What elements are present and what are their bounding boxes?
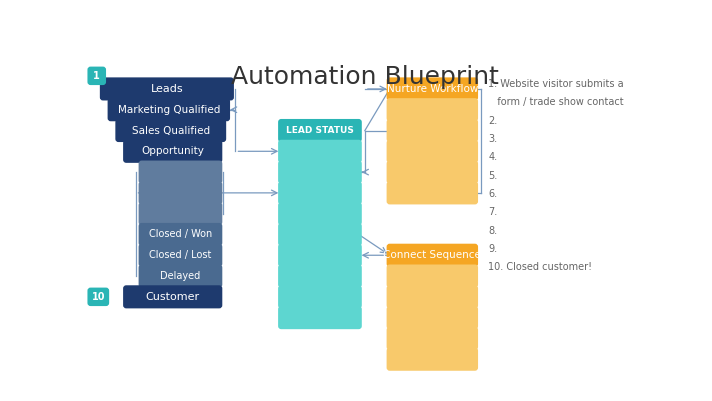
FancyBboxPatch shape xyxy=(278,306,362,329)
Text: 7.: 7. xyxy=(488,207,498,217)
FancyBboxPatch shape xyxy=(278,223,362,246)
Text: 10. Closed customer!: 10. Closed customer! xyxy=(488,262,592,272)
FancyBboxPatch shape xyxy=(387,265,478,288)
FancyBboxPatch shape xyxy=(278,119,362,142)
FancyBboxPatch shape xyxy=(88,67,106,85)
FancyBboxPatch shape xyxy=(139,223,222,246)
FancyBboxPatch shape xyxy=(278,244,362,267)
FancyBboxPatch shape xyxy=(123,140,222,163)
FancyBboxPatch shape xyxy=(387,77,478,101)
FancyBboxPatch shape xyxy=(387,160,478,184)
FancyBboxPatch shape xyxy=(278,265,362,288)
FancyBboxPatch shape xyxy=(387,181,478,205)
Text: 3.: 3. xyxy=(488,134,497,144)
FancyBboxPatch shape xyxy=(123,285,222,308)
FancyBboxPatch shape xyxy=(139,202,222,225)
FancyBboxPatch shape xyxy=(108,98,230,121)
FancyBboxPatch shape xyxy=(100,77,234,101)
Text: Marketing Qualified: Marketing Qualified xyxy=(117,105,220,115)
Text: 8.: 8. xyxy=(488,225,497,235)
FancyBboxPatch shape xyxy=(88,288,109,306)
Text: 1: 1 xyxy=(93,71,100,81)
FancyBboxPatch shape xyxy=(387,140,478,163)
Text: form / trade show contact: form / trade show contact xyxy=(488,97,624,107)
FancyBboxPatch shape xyxy=(387,306,478,329)
FancyBboxPatch shape xyxy=(139,265,222,288)
FancyBboxPatch shape xyxy=(139,181,222,205)
FancyBboxPatch shape xyxy=(115,119,226,142)
FancyBboxPatch shape xyxy=(387,348,478,371)
Text: Opportunity: Opportunity xyxy=(141,146,204,156)
Text: Delayed: Delayed xyxy=(160,271,201,281)
Text: Leads: Leads xyxy=(150,84,183,94)
FancyBboxPatch shape xyxy=(278,202,362,225)
FancyBboxPatch shape xyxy=(278,181,362,205)
Text: LEAD STATUS: LEAD STATUS xyxy=(286,126,354,135)
Text: 2.: 2. xyxy=(488,115,498,126)
Text: Customer: Customer xyxy=(146,292,200,302)
FancyBboxPatch shape xyxy=(387,98,478,121)
FancyBboxPatch shape xyxy=(278,140,362,163)
FancyBboxPatch shape xyxy=(139,160,222,184)
Text: Nurture Workflow: Nurture Workflow xyxy=(387,84,478,94)
FancyBboxPatch shape xyxy=(387,327,478,350)
Text: 5.: 5. xyxy=(488,170,498,180)
Text: Automation Blueprint: Automation Blueprint xyxy=(231,65,499,89)
Text: 1. Website visitor submits a: 1. Website visitor submits a xyxy=(488,79,624,89)
FancyBboxPatch shape xyxy=(278,285,362,308)
Text: Closed / Lost: Closed / Lost xyxy=(150,250,211,260)
Text: 9.: 9. xyxy=(488,244,497,254)
FancyBboxPatch shape xyxy=(139,244,222,267)
Text: 10: 10 xyxy=(92,292,105,302)
Text: 4.: 4. xyxy=(488,152,497,162)
Text: Connect Sequence: Connect Sequence xyxy=(383,250,481,260)
Text: Sales Qualified: Sales Qualified xyxy=(132,126,210,136)
FancyBboxPatch shape xyxy=(387,244,478,267)
Text: Closed / Won: Closed / Won xyxy=(149,229,212,239)
FancyBboxPatch shape xyxy=(387,285,478,308)
FancyBboxPatch shape xyxy=(387,119,478,142)
FancyBboxPatch shape xyxy=(278,160,362,184)
Text: 6.: 6. xyxy=(488,189,497,199)
